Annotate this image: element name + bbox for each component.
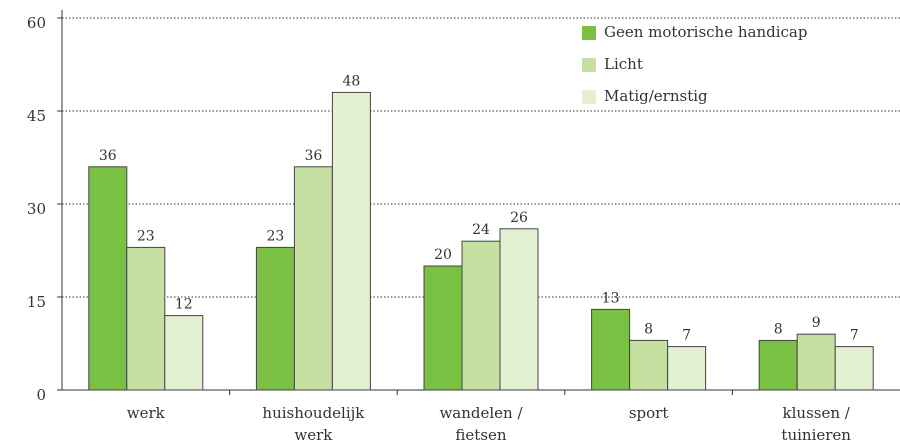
bar bbox=[629, 339, 669, 391]
value-label: 23 bbox=[137, 228, 155, 244]
value-label: 36 bbox=[99, 148, 117, 164]
x-tick-label-line: sport bbox=[629, 404, 669, 422]
legend-label: Geen motorische handicap bbox=[604, 23, 807, 41]
bar bbox=[667, 346, 707, 391]
x-tick-label-line: tuinieren bbox=[781, 426, 851, 444]
bar bbox=[126, 246, 166, 391]
y-tick-label: 45 bbox=[27, 107, 46, 125]
bar bbox=[758, 339, 798, 391]
y-tick-label: 60 bbox=[27, 14, 46, 32]
value-label: 8 bbox=[644, 321, 653, 337]
bar bbox=[461, 240, 501, 391]
bar bbox=[834, 346, 874, 391]
bar bbox=[499, 228, 539, 391]
value-label: 26 bbox=[510, 210, 528, 226]
x-tick-label-line: werk bbox=[127, 404, 166, 422]
value-label: 13 bbox=[602, 290, 620, 306]
bar bbox=[591, 308, 631, 391]
value-label: 36 bbox=[304, 148, 322, 164]
x-tick-label-line: wandelen / bbox=[439, 404, 523, 422]
legend-label: Licht bbox=[604, 55, 643, 73]
value-label: 48 bbox=[342, 73, 360, 89]
legend-swatch bbox=[582, 58, 596, 72]
x-tick-label: huishoudelijk werk bbox=[262, 404, 365, 444]
bar bbox=[164, 315, 204, 391]
legend-swatch bbox=[582, 26, 596, 40]
x-tick-label: werk bbox=[127, 404, 166, 422]
bar bbox=[423, 265, 463, 391]
value-label: 9 bbox=[812, 315, 821, 331]
legend-label: Matig/ernstig bbox=[604, 87, 708, 105]
value-label: 8 bbox=[774, 321, 783, 337]
x-tick-label-line: huishoudelijk bbox=[262, 404, 365, 422]
x-tick-label-line: klussen / bbox=[783, 404, 851, 422]
y-tick-label: 0 bbox=[36, 386, 46, 404]
value-label: 12 bbox=[175, 297, 193, 313]
bar bbox=[88, 166, 128, 391]
x-tick-label: wandelen / fietsen bbox=[439, 404, 523, 444]
value-label: 23 bbox=[266, 228, 284, 244]
x-tick-label-line: fietsen bbox=[455, 426, 506, 444]
x-tick-label: klussen / tuinieren bbox=[781, 404, 851, 444]
x-tick-label-line: werk bbox=[294, 426, 333, 444]
bar bbox=[293, 166, 333, 391]
bar bbox=[796, 333, 836, 391]
value-label: 20 bbox=[434, 247, 452, 263]
bar bbox=[255, 246, 295, 391]
value-label: 7 bbox=[682, 328, 691, 344]
value-label: 24 bbox=[472, 222, 490, 238]
bar bbox=[331, 91, 371, 391]
y-tick-label: 30 bbox=[27, 200, 46, 218]
x-tick-label: sport bbox=[629, 404, 669, 422]
value-label: 7 bbox=[850, 328, 859, 344]
legend-swatch bbox=[582, 90, 596, 104]
y-tick-label: 15 bbox=[27, 293, 46, 311]
